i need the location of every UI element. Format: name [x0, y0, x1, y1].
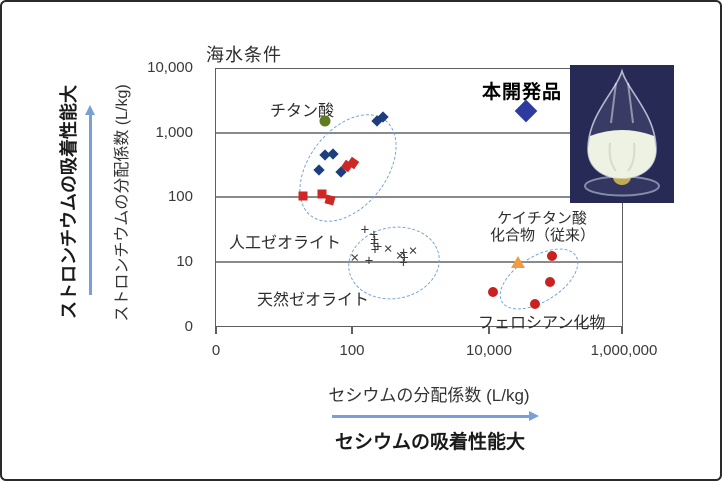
cesium-arrow-line — [332, 415, 530, 418]
gridline-100 — [216, 196, 622, 198]
x-axis-label: セシウムの分配係数 (L/kg) — [328, 386, 530, 405]
product-photo — [570, 65, 674, 203]
gridline-10 — [216, 261, 622, 263]
x-tickmark-0 — [215, 327, 217, 334]
plot-area — [215, 68, 623, 327]
strontium-arrow-line — [89, 115, 92, 295]
natural-zeolite-label: 天然ゼオライト — [257, 292, 370, 309]
y-arrow-label: ストロンチウムの吸着性能大 — [59, 85, 79, 319]
x-tickmark-100 — [351, 327, 353, 334]
cesium-arrow-head-icon — [529, 411, 539, 421]
titanic-acid-label: チタン酸 — [270, 103, 335, 120]
y-axis-label: ストロンチウムの分配係数 (L/kg) — [114, 84, 131, 322]
flask-icon — [570, 65, 674, 203]
seawater-condition-label: 海水条件 — [206, 45, 282, 65]
silicotitanate-label: ケイチタン酸 化合物（従来） — [490, 210, 596, 244]
x-arrow-label: セシウムの吸着性能大 — [334, 432, 526, 453]
y-tick-10: 10 — [176, 253, 193, 270]
developed-product-label: 本開発品 — [482, 82, 563, 103]
ferrocyanide-label: フェロシアン化物 — [478, 315, 606, 332]
x-tickmark-10000 — [488, 327, 490, 334]
y-tick-10000: 10,000 — [147, 59, 193, 76]
y-tick-0: 0 — [184, 318, 193, 335]
silicotitanate-label-line1: ケイチタン酸 — [497, 210, 587, 227]
silicotitanate-label-line2: 化合物（従来） — [490, 227, 596, 244]
x-tickmark-1000000 — [621, 327, 623, 334]
x-tick-100: 100 — [339, 342, 365, 359]
y-tick-100: 100 — [167, 188, 193, 205]
gridline-1000 — [216, 132, 622, 134]
x-tick-1000000: 1,000,000 — [590, 342, 658, 359]
strontium-arrow-head-icon — [85, 105, 95, 115]
x-tick-10000: 10,000 — [466, 342, 512, 359]
y-tick-1000: 1,000 — [155, 124, 193, 141]
artificial-zeolite-label: 人工ゼオライト — [229, 235, 342, 252]
x-tick-0: 0 — [211, 342, 221, 359]
